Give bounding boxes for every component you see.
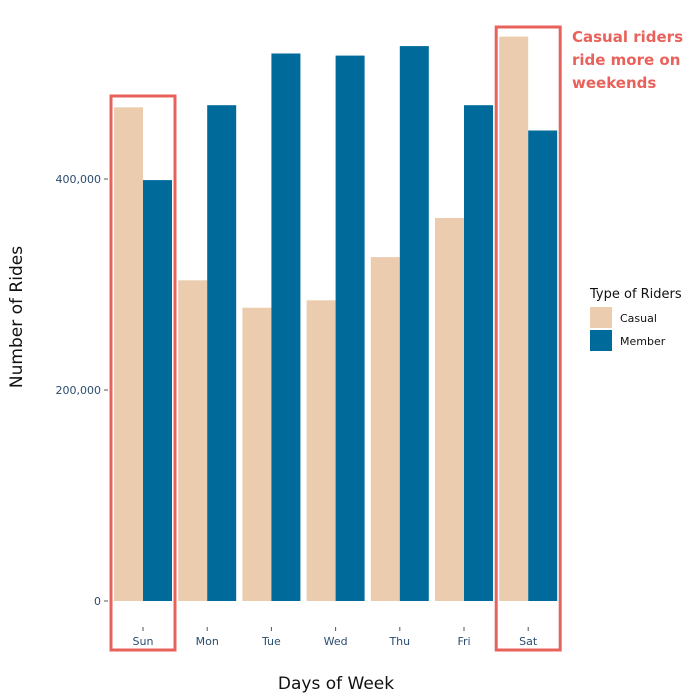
bar-casual-wed <box>306 300 336 601</box>
highlight-box-sun <box>109 94 177 652</box>
y-tick-label: 200,000 <box>56 384 102 397</box>
annotation-line-1: Casual riders <box>572 28 683 46</box>
legend-title: Type of Riders <box>589 287 682 302</box>
bar-casual-sun <box>114 107 143 602</box>
x-tick-label-mon: Mon <box>196 635 219 648</box>
x-axis: Sun Mon Tue Wed Thu Fri Sat <box>133 627 538 648</box>
x-tick-label-wed: Wed <box>324 635 348 648</box>
weekend-highlight-boxes <box>109 25 562 652</box>
bar-member-tue <box>271 53 301 601</box>
y-tick-label: 400,000 <box>56 173 102 186</box>
bar-member-wed <box>335 55 365 602</box>
bar-casual-fri <box>435 218 464 601</box>
annotation-line-2: ride more on <box>572 51 680 69</box>
bar-member-thu <box>399 46 429 602</box>
y-axis: 0 200,000 400,000 <box>56 173 108 608</box>
highlight-box-sat <box>494 25 562 652</box>
x-axis-title: Days of Week <box>278 674 394 694</box>
bar-casual-sat <box>499 36 529 602</box>
bar-member-sun <box>143 180 172 601</box>
x-tick-label-sat: Sat <box>519 635 538 648</box>
x-tick-label-fri: Fri <box>457 635 470 648</box>
legend-swatch-casual <box>590 307 612 328</box>
bar-casual-thu <box>370 257 400 601</box>
legend-swatch-member <box>590 330 612 351</box>
y-tick-label: 0 <box>94 595 101 608</box>
bar-member-mon <box>207 105 237 601</box>
bar-casual-tue <box>242 307 272 601</box>
x-tick-label-sun: Sun <box>133 635 154 648</box>
bar-member-sat <box>528 130 558 601</box>
bars-layer <box>114 36 558 602</box>
x-tick-label-tue: Tue <box>261 635 281 648</box>
bar-member-fri <box>464 105 493 601</box>
annotation-line-3: weekends <box>572 74 656 92</box>
legend-label-casual: Casual <box>620 312 657 325</box>
legend: Type of Riders Casual Member <box>589 287 682 351</box>
annotation: Casual riders ride more on weekends <box>572 28 683 92</box>
x-tick-label-thu: Thu <box>388 635 410 648</box>
y-axis-title: Number of Rides <box>7 246 27 388</box>
bar-casual-mon <box>178 280 208 601</box>
legend-label-member: Member <box>620 335 666 348</box>
